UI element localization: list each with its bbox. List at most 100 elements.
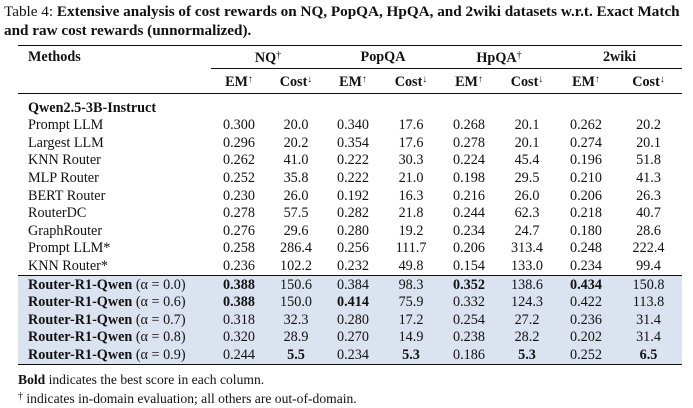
value-cell: 28.6 (636, 222, 661, 239)
value-cell: 0.414 (325, 293, 381, 312)
value-cell: 124.3 (497, 293, 557, 312)
value-cell: 0.206 (453, 240, 485, 257)
value-cell: 0.274 (570, 134, 602, 151)
value-cell: 0.280 (325, 311, 381, 330)
cost-header: Cost↓ (497, 68, 557, 94)
method-name: GraphRouter (28, 222, 103, 239)
value-cell: 75.9 (381, 293, 441, 312)
value-cell: 286.4 (280, 240, 312, 257)
group-label: Qwen2.5-3B-Instruct (28, 99, 157, 116)
value-cell: 20.2 (283, 134, 309, 151)
cost-header: Cost↓ (615, 68, 682, 94)
value-cell: 0.196 (570, 152, 602, 169)
value-cell: 0.244 (453, 205, 485, 222)
value-cell: 0.320 (211, 329, 267, 347)
value-cell: 0.192 (337, 187, 369, 204)
value-cell: 0.384 (325, 275, 381, 294)
value-cell: 0.224 (453, 152, 485, 169)
value-cell: 0.218 (570, 205, 602, 222)
value-cell: 0.232 (337, 258, 369, 275)
value-cell: 0.254 (441, 311, 497, 330)
cost-header: Cost↓ (267, 68, 325, 94)
table-row: KNN Router* 0.236 102.2 0.232 49.8 0.154 133.0… (18, 258, 682, 276)
value-cell: 0.388 (211, 275, 267, 294)
value-cell: 0.422 (557, 293, 615, 312)
value-cell: 0.318 (211, 311, 267, 330)
value-cell: 222.4 (632, 240, 665, 257)
value-cell: 14.9 (381, 329, 441, 347)
value-cell: 0.244 (211, 346, 267, 366)
method-name: Prompt LLM* (28, 240, 111, 257)
dataset-header-hpqa: HpQA† (441, 45, 557, 69)
value-cell: 6.5 (615, 346, 682, 366)
table-row: MLP Router 0.252 35.8 0.222 21.0 0.198 29.5 0.2… (18, 170, 682, 188)
value-cell: 0.268 (453, 117, 485, 134)
value-cell: 41.0 (283, 152, 309, 169)
dataset-header-popqa: PopQA (325, 45, 441, 69)
table-row: Largest LLM 0.296 20.2 0.354 17.6 0.278 20.1 0.… (18, 135, 682, 153)
value-cell: 113.8 (615, 293, 682, 312)
cost-header: Cost↓ (381, 68, 441, 94)
table-row: BERT Router 0.230 26.0 0.192 16.3 0.216 26.0 0.… (18, 187, 682, 205)
value-cell: 0.340 (337, 117, 369, 134)
value-cell: 0.186 (441, 346, 497, 366)
value-cell: 24.7 (514, 222, 540, 239)
value-cell: 0.258 (223, 240, 255, 257)
value-cell: 0.270 (325, 329, 381, 347)
value-cell: 0.238 (441, 329, 497, 347)
value-cell: 0.236 (223, 258, 255, 275)
table-row-ours: Router-R1-Qwen (α = 0.9) 0.244 5.5 0.234 5.3… (18, 346, 682, 366)
value-cell: 0.222 (337, 170, 369, 187)
value-cell: 29.6 (283, 222, 309, 239)
value-cell: 51.8 (636, 152, 661, 169)
value-cell: 0.296 (223, 134, 255, 151)
footnote-bold: Bold indicates the best score in each co… (18, 372, 265, 387)
value-cell: 133.0 (511, 258, 543, 275)
value-cell: 102.2 (280, 258, 312, 275)
table-row-ours: Router-R1-Qwen (α = 0.7) 0.318 32.3 0.280 17… (18, 311, 682, 330)
value-cell: 28.2 (497, 329, 557, 347)
method-name: Router-R1-Qwen (α = 0.9) (18, 346, 211, 366)
value-cell: 5.5 (267, 346, 325, 366)
value-cell: 0.180 (570, 222, 602, 239)
value-cell: 0.234 (570, 258, 602, 275)
value-cell: 0.276 (223, 222, 255, 239)
em-header: EM↑ (211, 68, 267, 94)
value-cell: 138.6 (497, 275, 557, 294)
metric-header-row: EM↑ Cost↓ EM↑ Cost↓ EM↑ Cost↓ EM↑ Cost↓ (18, 68, 682, 94)
value-cell: 27.2 (497, 311, 557, 330)
value-cell: 0.154 (453, 258, 485, 275)
value-cell: 0.354 (337, 134, 369, 151)
caption-label: Table 4: (4, 3, 54, 20)
value-cell: 0.210 (570, 170, 602, 187)
method-name: KNN Router (28, 152, 101, 169)
value-cell: 17.6 (398, 134, 424, 151)
table-row: GraphRouter 0.276 29.6 0.280 19.2 0.234 24.7 0.… (18, 223, 682, 241)
group-row: Qwen2.5-3B-Instruct (18, 94, 682, 118)
value-cell: 20.1 (514, 134, 540, 151)
dataset-header-row: Methods NQ† PopQA HpQA† 2wiki (18, 45, 682, 69)
method-name: BERT Router (28, 187, 106, 204)
value-cell: 20.2 (636, 117, 661, 134)
value-cell: 31.4 (615, 329, 682, 347)
value-cell: 32.3 (267, 311, 325, 330)
value-cell: 21.8 (398, 205, 424, 222)
value-cell: 0.252 (557, 346, 615, 366)
value-cell: 40.7 (636, 205, 661, 222)
value-cell: 0.252 (223, 170, 255, 187)
table-row: KNN Router 0.262 41.0 0.222 30.3 0.224 45.4 0.1… (18, 152, 682, 170)
dataset-header-nq: NQ† (211, 45, 325, 69)
value-cell: 0.280 (337, 222, 369, 239)
value-cell: 0.256 (337, 240, 369, 257)
footnote-dagger: † indicates in-domain evaluation; all ot… (18, 391, 357, 406)
value-cell: 5.3 (381, 346, 441, 366)
value-cell: 150.8 (615, 275, 682, 294)
value-cell: 0.434 (557, 275, 615, 294)
value-cell: 5.3 (497, 346, 557, 366)
value-cell: 0.234 (453, 222, 485, 239)
em-header: EM↑ (557, 68, 615, 94)
value-cell: 26.0 (283, 187, 309, 204)
value-cell: 26.0 (514, 187, 540, 204)
value-cell: 0.234 (325, 346, 381, 366)
dataset-header-2wiki: 2wiki (557, 45, 682, 69)
